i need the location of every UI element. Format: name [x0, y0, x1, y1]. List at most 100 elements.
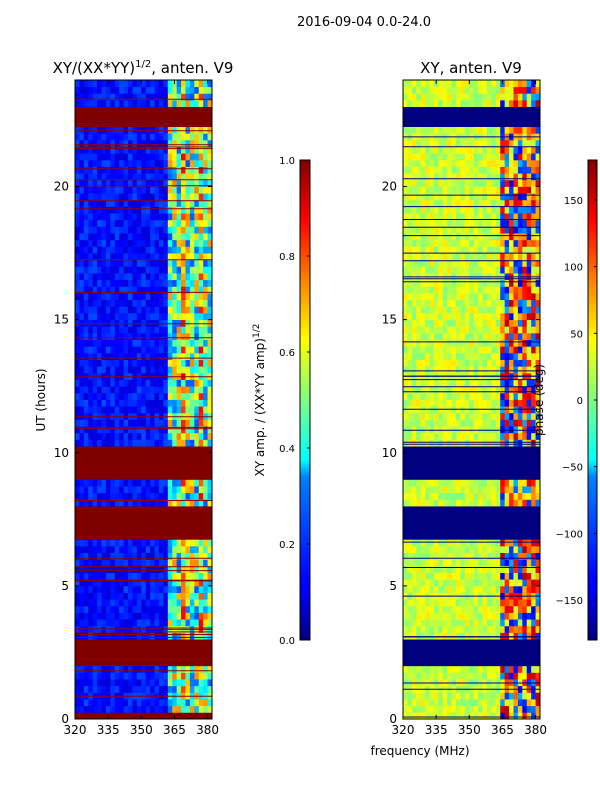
amplitude-heatmap-cell [172, 565, 178, 573]
amplitude-heatmap-cell [158, 685, 164, 693]
phase-heatmap-cell [500, 312, 506, 321]
phase-heatmap-cell [495, 446, 501, 454]
amplitude-heatmap-cell [79, 479, 85, 487]
amplitude-heatmap-cell [83, 386, 89, 394]
amplitude-heatmap-cell [172, 599, 178, 607]
amplitude-heatmap-cell [132, 339, 138, 347]
amplitude-heatmap-cell [75, 432, 80, 440]
phase-heatmap-cell [486, 705, 492, 713]
amplitude-heatmap-cell [154, 392, 160, 400]
phase-heatmap-cell [433, 306, 439, 314]
phase-heatmap-cell [425, 452, 430, 460]
phase-heatmap-cell [464, 552, 470, 560]
amplitude-title-main: XY/(XX*YY) [53, 59, 136, 77]
phase-heatmap-cell [495, 525, 501, 534]
phase-heatmap-cell [535, 459, 541, 467]
amplitude-heatmap-cell [136, 246, 142, 254]
amplitude-heatmap-cell [145, 519, 151, 527]
phase-heatmap-cell [491, 486, 497, 494]
amplitude-heatmap-cell [150, 93, 155, 101]
amplitude-heatmap-cell [136, 432, 142, 440]
phase-heatmap-cell [447, 366, 453, 374]
amplitude-heatmap-cell [154, 312, 160, 321]
amplitude-heatmap-cell [158, 213, 164, 221]
phase-heatmap-cell [469, 559, 475, 567]
amplitude-colorbar-tick-label: 0.2 [279, 540, 295, 551]
amplitude-heatmap-cell [92, 652, 98, 660]
phase-heatmap-cell [416, 466, 422, 474]
phase-heatmap-cell [504, 652, 510, 660]
phase-heatmap-cell [407, 312, 413, 321]
amplitude-heatmap-cell [203, 352, 208, 360]
amplitude-heatmap-cell [198, 605, 204, 613]
phase-heatmap-cell [517, 312, 523, 321]
amplitude-colorbar-label-main: XY amp. / (XX*YY amp) [253, 338, 267, 476]
amplitude-heatmap-cell [185, 193, 191, 201]
amplitude-heatmap-cell [194, 93, 200, 101]
phase-heatmap-cell [420, 565, 426, 573]
amplitude-heatmap-cell [101, 126, 107, 134]
amplitude-heatmap-cell [154, 246, 160, 254]
phase-heatmap-cell [509, 665, 514, 673]
phase-heatmap-cell [486, 585, 492, 593]
phase-heatmap-cell [456, 439, 461, 447]
amplitude-heatmap-cell [114, 619, 120, 627]
amplitude-heatmap-cell [119, 259, 125, 267]
amplitude-heatmap-cell [132, 306, 138, 314]
phase-heatmap-cell [447, 499, 453, 507]
amplitude-heatmap-cell [119, 612, 125, 620]
amplitude-heatmap-cell [172, 452, 178, 460]
phase-heatmap-cell [403, 545, 408, 553]
phase-heatmap-cell [442, 519, 448, 527]
amplitude-heatmap-cell [110, 266, 116, 274]
amplitude-heatmap-cell [128, 672, 133, 680]
phase-heatmap-cell [442, 392, 448, 400]
phase-heatmap-cell [486, 519, 492, 527]
amplitude-heatmap-cell [181, 86, 186, 94]
phase-heatmap-cell [407, 319, 413, 327]
amplitude-heatmap-cell [203, 712, 208, 720]
amplitude-heatmap-cell [123, 266, 129, 274]
phase-heatmap-cell [504, 699, 510, 707]
amplitude-heatmap-cell [203, 273, 208, 281]
phase-heatmap-cell [517, 439, 523, 447]
phase-heatmap-cell [407, 452, 413, 460]
amplitude-heatmap-cell [83, 339, 89, 347]
amplitude-heatmap-cell [136, 499, 142, 507]
phase-heatmap-cell [464, 572, 470, 580]
phase-heatmap-cell [486, 366, 492, 374]
amplitude-heatmap-cell [92, 605, 98, 613]
amplitude-heatmap-cell [75, 525, 80, 534]
amplitude-heatmap-cell [194, 119, 200, 127]
amplitude-heatmap-cell [194, 545, 200, 553]
amplitude-heatmap-cell [163, 552, 169, 560]
amplitude-heatmap-cell [198, 246, 204, 254]
amplitude-heatmap-cell [198, 652, 204, 660]
amplitude-heatmap-cell [141, 712, 147, 720]
amplitude-heatmap-cell [105, 439, 111, 447]
amplitude-heatmap-cell [88, 399, 94, 407]
phase-heatmap-cell [526, 599, 532, 607]
amplitude-heatmap-cell [198, 672, 204, 680]
phase-heatmap-cell [482, 332, 488, 340]
amplitude-heatmap-cell [172, 339, 178, 347]
amplitude-heatmap-cell [141, 492, 147, 500]
amplitude-heatmap-cell [176, 532, 182, 540]
phase-heatmap-cell [473, 492, 479, 500]
amplitude-heatmap-cell [92, 492, 98, 500]
phase-heatmap-cell [504, 386, 510, 394]
phase-heatmap-cell [495, 346, 501, 354]
amplitude-heatmap-cell [150, 379, 155, 387]
amplitude-heatmap-cell [105, 679, 111, 687]
amplitude-heatmap-cell [189, 273, 195, 281]
amplitude-heatmap-cell [114, 239, 120, 247]
phase-heatmap-cell [464, 432, 470, 440]
phase-heatmap-cell [531, 412, 536, 420]
amplitude-heatmap-cell [154, 273, 160, 281]
amplitude-heatmap-cell [158, 545, 164, 553]
amplitude-colorbar-tick-label: 1.0 [279, 156, 295, 167]
phase-heatmap-cell [504, 466, 510, 474]
amplitude-heatmap-cell [128, 712, 133, 720]
phase-heatmap-cell [447, 559, 453, 567]
phase-heatmap-cell [486, 452, 492, 460]
